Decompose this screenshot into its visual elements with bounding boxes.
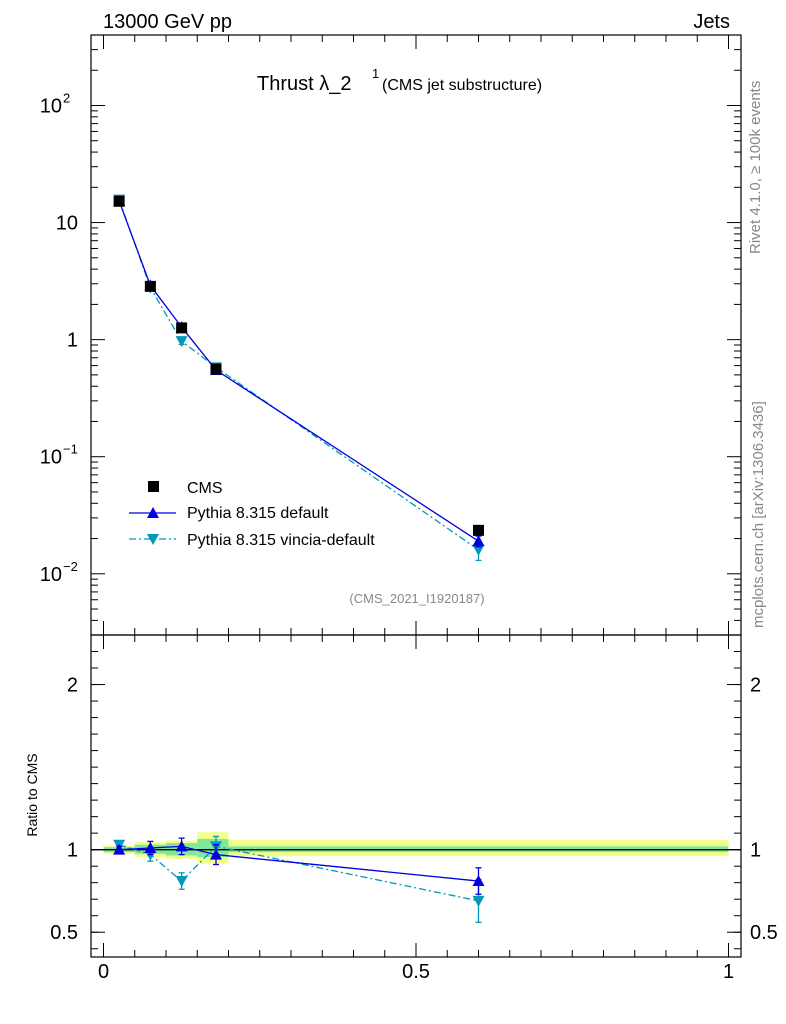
ratio-y-tick-label-right: 2 — [750, 675, 761, 697]
analysis-id: (CMS_2021_I1920187) — [349, 591, 484, 606]
vincia-point — [175, 336, 188, 348]
cms-point — [210, 363, 222, 375]
y-tick-label: 10 — [40, 95, 62, 117]
legend-label-vincia: Pythia 8.315 vincia-default — [187, 532, 375, 549]
x-tick-label: 1 — [723, 961, 734, 983]
ratio-default-point — [113, 843, 126, 855]
y-tick-exponent: −2 — [63, 559, 78, 574]
legend-label-default: Pythia 8.315 default — [187, 505, 329, 522]
legend-marker-vincia — [147, 534, 159, 545]
vincia-point — [472, 544, 485, 556]
y-tick-label: 10 — [40, 447, 62, 469]
x-tick-label: 0 — [98, 961, 109, 983]
ratio-series — [113, 835, 485, 923]
ratio-y-tick-label-right: 1 — [750, 840, 761, 862]
category-label: Jets — [693, 11, 730, 33]
ratio-vincia-point — [175, 876, 188, 888]
cms-point — [113, 195, 125, 207]
ratio-vincia-point — [472, 895, 485, 907]
ratio-y-tick-label-right: 0.5 — [750, 922, 778, 944]
ratio-default-point — [210, 848, 222, 860]
vincia-line — [118, 199, 479, 551]
y-tick-label: 10 — [40, 564, 62, 586]
ratio-y-tick-label: 1 — [67, 840, 78, 862]
cms-point — [473, 524, 484, 536]
default-line — [118, 200, 479, 542]
legend-label-cms: CMS — [187, 480, 223, 497]
cms-point — [144, 280, 156, 292]
y-tick-exponent: −1 — [63, 442, 78, 457]
mcplots-label: mcplots.cern.ch [arXiv:1306.3436] — [750, 401, 767, 628]
ratio-vincia-line — [118, 844, 479, 902]
ratio-default-point — [175, 840, 188, 852]
ratio-default-point — [472, 875, 485, 887]
ratio-ylabel: Ratio to CMS — [24, 753, 40, 836]
cms-point — [176, 322, 188, 334]
plot-title: Thrust λ_2 1 (CMS jet substructure) — [257, 66, 542, 95]
main-series — [113, 194, 485, 562]
ratio-frame — [90, 634, 742, 958]
energy-label: 13000 GeV pp — [103, 11, 232, 33]
y-tick-label: 1 — [67, 330, 78, 352]
legend-marker-cms — [148, 481, 159, 492]
x-tick-label: 0.5 — [402, 961, 430, 983]
rivet-label: Rivet 4.1.0, ≥ 100k events — [747, 81, 764, 254]
ratio-default-point — [144, 842, 157, 854]
title-subtitle: (CMS jet substructure) — [382, 77, 542, 94]
title-superscript: 1 — [372, 66, 379, 81]
title-main: Thrust λ_2 — [257, 73, 351, 95]
y-tick-exponent: 2 — [63, 90, 70, 105]
ratio-y-tick-label: 2 — [67, 675, 78, 697]
legend-marker-default — [147, 507, 159, 518]
legend: CMS Pythia 8.315 default Pythia 8.315 vi… — [129, 480, 375, 549]
ratio-y-tick-label: 0.5 — [50, 922, 78, 944]
y-tick-label: 10 — [56, 213, 78, 235]
default-point — [472, 535, 485, 547]
